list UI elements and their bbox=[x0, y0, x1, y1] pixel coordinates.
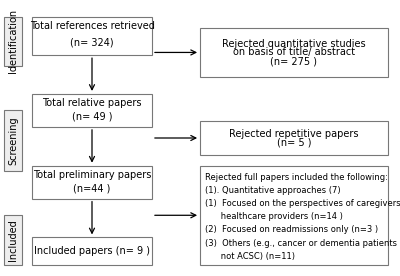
Text: Total preliminary papers: Total preliminary papers bbox=[33, 170, 151, 180]
Text: (2)  Focused on readmissions only (n=3 ): (2) Focused on readmissions only (n=3 ) bbox=[205, 225, 378, 235]
Text: (n= 324): (n= 324) bbox=[70, 38, 114, 48]
Text: Screening: Screening bbox=[8, 116, 18, 165]
FancyBboxPatch shape bbox=[32, 166, 152, 199]
Text: Total references retrieved: Total references retrieved bbox=[30, 21, 154, 31]
FancyBboxPatch shape bbox=[32, 94, 152, 127]
Text: Included papers (n= 9 ): Included papers (n= 9 ) bbox=[34, 246, 150, 256]
Text: Total relative papers: Total relative papers bbox=[42, 99, 142, 108]
FancyBboxPatch shape bbox=[200, 166, 388, 265]
Text: on basis of title/ abstract: on basis of title/ abstract bbox=[233, 47, 355, 57]
FancyBboxPatch shape bbox=[32, 237, 152, 265]
FancyBboxPatch shape bbox=[200, 121, 388, 155]
Text: (n=44 ): (n=44 ) bbox=[73, 183, 111, 193]
Text: Identification: Identification bbox=[8, 9, 18, 73]
Text: (3)  Others (e.g., cancer or dementia patients or: (3) Others (e.g., cancer or dementia pat… bbox=[205, 239, 400, 248]
Text: (1). Quantitative approaches (7): (1). Quantitative approaches (7) bbox=[205, 186, 340, 195]
Text: Included: Included bbox=[8, 219, 18, 261]
Text: Rejected quantitative studies: Rejected quantitative studies bbox=[222, 39, 366, 49]
FancyBboxPatch shape bbox=[200, 28, 388, 77]
Text: Rejected full papers included the following:: Rejected full papers included the follow… bbox=[205, 172, 388, 182]
Text: (n= 5 ): (n= 5 ) bbox=[277, 137, 311, 147]
Text: (1)  Focused on the perspectives of caregivers/: (1) Focused on the perspectives of careg… bbox=[205, 199, 400, 208]
Text: (n= 49 ): (n= 49 ) bbox=[72, 112, 112, 121]
Text: (n= 275 ): (n= 275 ) bbox=[270, 56, 318, 66]
Text: Rejected repetitive papers: Rejected repetitive papers bbox=[229, 129, 359, 139]
Text: healthcare providers (n=14 ): healthcare providers (n=14 ) bbox=[205, 212, 343, 221]
FancyBboxPatch shape bbox=[4, 17, 22, 66]
FancyBboxPatch shape bbox=[4, 110, 22, 171]
FancyBboxPatch shape bbox=[4, 215, 22, 265]
FancyBboxPatch shape bbox=[32, 17, 152, 55]
Text: not ACSC) (n=11): not ACSC) (n=11) bbox=[205, 252, 295, 261]
